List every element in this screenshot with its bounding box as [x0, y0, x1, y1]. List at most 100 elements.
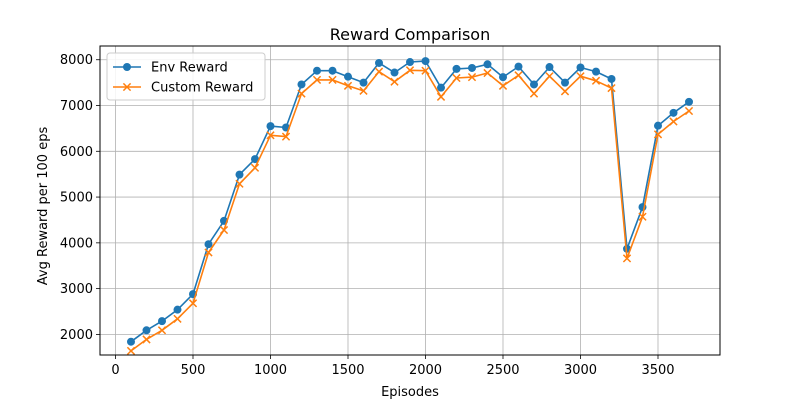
data-point	[406, 58, 414, 67]
legend-marker	[122, 82, 132, 92]
data-point	[219, 225, 229, 235]
data-point	[607, 74, 616, 83]
data-point	[576, 63, 585, 72]
data-point	[483, 60, 492, 69]
data-point	[437, 83, 445, 92]
legend-box	[106, 52, 266, 101]
data-point	[468, 63, 476, 72]
data-point	[374, 67, 384, 76]
data-point	[312, 75, 322, 85]
legend: Env Reward Custom Reward	[106, 52, 266, 101]
y-axis-label: Avg Reward per 100 eps	[36, 127, 51, 286]
data-point	[483, 68, 492, 78]
y-tick-label: 5000	[60, 191, 93, 206]
data-point	[343, 81, 353, 90]
data-point	[204, 240, 213, 249]
data-point	[498, 81, 508, 90]
data-point	[313, 66, 321, 75]
data-point	[390, 68, 399, 77]
data-point	[467, 72, 477, 82]
data-point	[685, 97, 693, 106]
data-point	[390, 77, 399, 86]
data-point	[653, 130, 663, 139]
data-point	[561, 78, 569, 87]
x-tick-label: 3500	[641, 363, 674, 378]
x-tick-label: 1000	[254, 363, 287, 378]
legend-item: Custom Reward	[113, 81, 253, 96]
data-point	[344, 72, 352, 81]
data-point	[545, 63, 554, 72]
data-point	[529, 89, 539, 98]
plot-frame	[99, 45, 721, 356]
ticks: 0 500 1000 1500 2000 2500 3000 3500 2000 3000 4000…	[60, 53, 675, 378]
data-point	[684, 106, 694, 116]
data-point	[452, 73, 461, 83]
data-point	[622, 254, 632, 263]
y-tick-label: 3000	[60, 282, 93, 297]
x-tick-label: 3000	[564, 363, 597, 378]
data-point	[514, 62, 523, 71]
legend-marker	[123, 63, 131, 71]
x-tick-label: 1500	[331, 363, 364, 378]
data-point	[328, 66, 337, 75]
data-point	[281, 132, 291, 141]
x-tick-label: 2000	[409, 363, 442, 378]
data-point	[235, 170, 244, 179]
data-point	[514, 71, 523, 80]
data-point	[530, 80, 538, 89]
data-point	[188, 299, 198, 308]
x-tick-label: 500	[181, 363, 206, 378]
y-tick-label: 2000	[60, 328, 93, 343]
data-point	[405, 66, 415, 75]
data-point	[669, 117, 678, 126]
data-point	[421, 57, 430, 66]
data-point	[266, 122, 275, 131]
x-axis-label: Episodes	[381, 385, 439, 400]
data-point	[126, 346, 136, 356]
y-tick-label: 4000	[60, 236, 93, 251]
series-1	[126, 66, 694, 356]
data-point	[545, 72, 554, 81]
y-tick-label: 6000	[60, 145, 93, 160]
y-tick-label: 7000	[60, 99, 93, 114]
data-point	[359, 78, 368, 87]
series-0	[127, 57, 693, 346]
data-point	[142, 335, 151, 344]
data-point	[375, 58, 383, 67]
data-point	[499, 73, 507, 82]
data-point	[436, 92, 446, 101]
data-point	[266, 131, 275, 140]
data-point	[250, 163, 260, 172]
data-point	[173, 314, 182, 323]
data-point	[158, 317, 166, 326]
legend-label: Env Reward	[151, 61, 228, 76]
chart-title: Reward Comparison	[330, 25, 490, 44]
data-point	[251, 155, 259, 164]
data-point	[421, 66, 430, 75]
data-point	[297, 89, 306, 98]
series-layer	[126, 57, 694, 356]
data-point	[654, 121, 662, 130]
data-point	[669, 108, 678, 117]
data-point	[297, 80, 306, 89]
data-point	[591, 76, 601, 85]
legend-label: Custom Reward	[151, 81, 253, 96]
data-point	[607, 83, 616, 93]
data-point	[204, 248, 213, 257]
x-tick-label: 0	[111, 363, 119, 378]
data-point	[560, 87, 570, 96]
data-point	[328, 75, 337, 85]
data-point	[359, 86, 368, 95]
data-point	[173, 305, 182, 314]
data-point	[592, 67, 600, 76]
x-tick-label: 2500	[486, 363, 519, 378]
data-point	[576, 72, 585, 81]
y-tick-label: 8000	[60, 53, 93, 68]
data-point	[638, 212, 647, 221]
data-point	[157, 326, 167, 335]
data-point	[142, 326, 151, 335]
data-point	[235, 179, 244, 188]
data-point	[452, 64, 461, 73]
data-point	[127, 337, 135, 346]
